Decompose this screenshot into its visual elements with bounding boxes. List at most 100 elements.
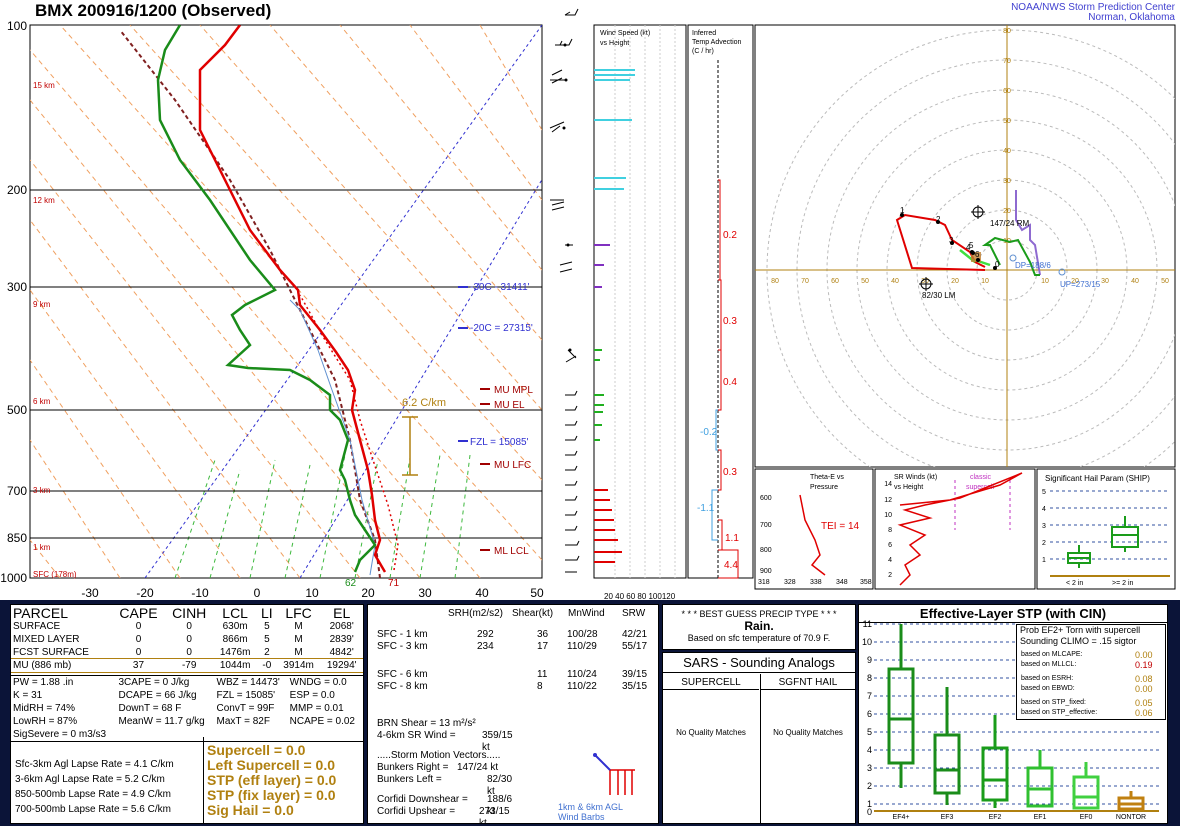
param-cell: MeanW = 11.7 g/kg <box>118 716 205 727</box>
ship-ylabel: 3 <box>1042 523 1046 530</box>
classic-label2: supercell <box>966 484 994 491</box>
hodo-trace-upper <box>1015 190 1041 276</box>
kin-col: Shear(kt) <box>512 608 554 619</box>
tei-value: TEI = 14 <box>821 521 860 532</box>
hodo-label: 40 <box>891 278 899 285</box>
sars-box: SARS - Sounding Analogs SUPERCELL SGFNT … <box>662 652 856 824</box>
temp-adv-title2: Temp Advection <box>692 39 742 46</box>
col-cape: CAPE <box>119 605 158 621</box>
hodograph-frame <box>754 24 1176 468</box>
stp-ylabel: 6 <box>867 709 872 719</box>
hodo-label: 10 <box>981 278 989 285</box>
col-li: LI <box>261 605 273 621</box>
t-label: 0 <box>254 586 261 600</box>
temp-axis: -30 -20 -10 0 10 20 30 40 50 <box>81 586 544 600</box>
hodo-label: 80 <box>771 278 779 285</box>
lapse-label: 700-500mb Lapse Rate = <box>15 804 129 815</box>
wind-barb-icon <box>593 753 635 795</box>
stp-xlabel: EF1 <box>1034 814 1047 821</box>
p-label: 500 <box>7 403 27 417</box>
t-label: 40 <box>475 586 489 600</box>
ship-ge2: >= 2 in <box>1112 580 1134 587</box>
stp-ylabel: 4 <box>867 745 872 755</box>
lapse-label: 3-6km Agl Lapse Rate = <box>15 774 123 785</box>
kin-cell: 39/15 <box>622 669 648 680</box>
ship-grid <box>1050 490 1170 560</box>
parcel-row: FCST SURFACE 0 0 1476m 2 M 4842' <box>11 646 363 659</box>
kin-row: SFC - 3 km 234 17 110/29 55/17 <box>377 641 657 669</box>
hodo-lm-label: 82/30 LM <box>922 291 956 300</box>
hodo-rm-label: 147/24 RM <box>990 219 1029 228</box>
parcel-cell: 0 <box>135 621 142 632</box>
kin-cell: 110/24 <box>567 669 597 680</box>
param-cell: SigSevere = 0 m3/s3 <box>13 729 107 740</box>
motion-label: Corfidi Downshear = <box>377 794 468 805</box>
stp-items: based on MLCAPE: 0.00 based on MLLCL: 0.19… <box>1017 650 1165 718</box>
sars-hail-header: SGFNT HAIL <box>778 677 838 688</box>
stp-x-labels: EF4+ EF3 EF2 EF1 EF0 NONTOR <box>893 814 1147 821</box>
stp-xlabel: EF0 <box>1080 814 1093 821</box>
wetbulb-trace <box>289 299 376 576</box>
param-cell: WBZ = 14473' <box>216 677 280 688</box>
adv-value: 0.3 <box>723 467 737 478</box>
supercell-value: Supercell = 0.0 <box>207 742 306 758</box>
thetae-ylabel: 700 <box>760 522 772 529</box>
parcel-cell: 4842' <box>329 647 354 658</box>
lapse-value: 5.2 C/km <box>124 774 165 785</box>
hodo-up-label: UP=273/15 <box>1060 280 1101 289</box>
lapse-value: 4.1 C/km <box>133 759 174 770</box>
credit-line1: NOAA/NWS Storm Prediction Center <box>1011 2 1176 13</box>
kin-cell: 17 <box>537 641 549 652</box>
srwind-ylabel: 10 <box>884 512 892 519</box>
parcel-cell: 5 <box>264 621 270 632</box>
hodo-label: 70 <box>1003 58 1011 65</box>
kin-extra: BRN Shear = 13 m²/s² 4-6km SR Wind = 359/… <box>377 718 513 823</box>
precip-value: Rain. <box>744 619 774 633</box>
temp-adv-bars <box>711 179 739 579</box>
parcel-cell: 2839' <box>329 634 354 645</box>
motion-value: 188/6 kt <box>487 794 513 817</box>
mu-lfc: MU LFC <box>494 460 531 471</box>
kin-cell: 292 <box>477 629 494 640</box>
hodo-point: 0 <box>995 260 1000 269</box>
stp-item-value: 0.06 <box>1135 708 1153 718</box>
srwind-ylabel: 4 <box>888 557 892 564</box>
stp-box: Effective-Layer STP (with CIN) Prob EF2+… <box>858 604 1168 824</box>
height-label: 1 km <box>33 543 51 552</box>
temperature-trace <box>198 25 387 573</box>
param-cell: PW = 1.88 .in <box>13 677 74 688</box>
kin-cell: 36 <box>537 629 549 640</box>
srwind-ylabel: 8 <box>888 527 892 534</box>
kin-col: SRW <box>622 608 646 619</box>
stp-item-value: 0.05 <box>1135 698 1153 708</box>
wind-speed-bars <box>594 69 635 563</box>
stp-item-label: based on EBWD: <box>1021 685 1075 692</box>
stp-fix-value: STP (fix layer) = 0.0 <box>207 787 336 803</box>
storm-motion-title: .....Storm Motion Vectors..... <box>377 750 501 761</box>
hodo-point: 4 <box>966 243 971 252</box>
hodo-points <box>900 213 997 270</box>
precip-basis: Based on sfc temperature of 70.9 F. <box>687 633 831 643</box>
credit-line2: Norman, Oklahoma <box>1088 12 1175 23</box>
hodo-point-labels: 1 2 3 4 5 6 0 <box>900 206 1000 269</box>
adv-value: 0.3 <box>723 316 737 327</box>
kin-cell: 11 <box>537 669 548 680</box>
hodo-storm-markers <box>919 205 985 291</box>
hodo-x-labels: 80 70 60 50 40 30 20 10 10 20 30 40 50 <box>771 278 1169 285</box>
parcel-cell: 2 <box>264 647 270 658</box>
stp-y-labels: 11 10 9 8 7 6 5 4 3 2 1 0 <box>862 619 872 817</box>
srwind-ylabel: 12 <box>884 497 892 504</box>
thetae-xlabel: 328 <box>784 579 796 586</box>
parcel-cell: MIXED LAYER <box>13 634 80 645</box>
kin-row: SFC - 8 km 8 110/22 35/15 <box>377 681 657 693</box>
parcel-cell: 866m <box>222 634 248 645</box>
parcel-cell: 5 <box>264 634 270 645</box>
wind-speed-axis: 20 40 60 80 100120 <box>604 592 676 600</box>
parcel-cell: -79 <box>181 660 197 671</box>
minus30-level: -30C - 31411' <box>470 282 530 293</box>
hodo-label: 20 <box>1071 278 1079 285</box>
motion-value: 273/15 kt <box>479 806 510 824</box>
stp-boxes <box>887 624 1145 811</box>
ship-ylabel: 4 <box>1042 506 1046 513</box>
height-label: SFC (178m) <box>33 570 77 579</box>
